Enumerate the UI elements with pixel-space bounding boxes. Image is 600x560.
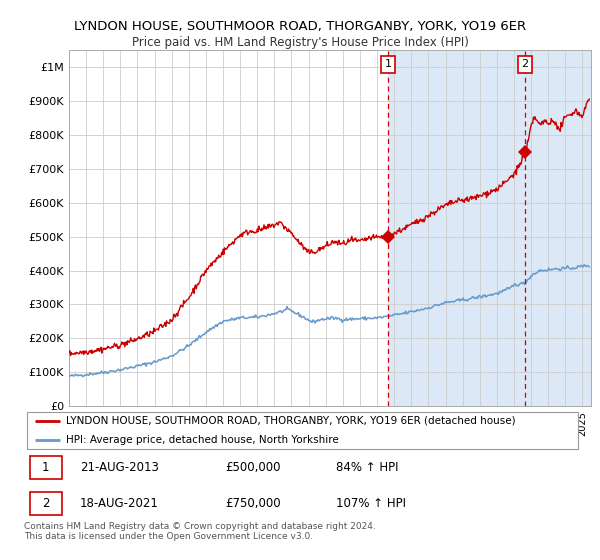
Bar [388,50,591,406]
Text: HPI: Average price, detached house, North Yorkshire: HPI: Average price, detached house, Nort… [66,435,338,445]
Text: 1: 1 [385,59,392,69]
Text: 2: 2 [521,59,529,69]
FancyBboxPatch shape [29,456,62,479]
Text: 18-AUG-2021: 18-AUG-2021 [80,497,158,510]
Text: Price paid vs. HM Land Registry's House Price Index (HPI): Price paid vs. HM Land Registry's House … [131,36,469,49]
Text: Contains HM Land Registry data © Crown copyright and database right 2024.
This d: Contains HM Land Registry data © Crown c… [24,522,376,542]
Text: LYNDON HOUSE, SOUTHMOOR ROAD, THORGANBY, YORK, YO19 6ER (detached house): LYNDON HOUSE, SOUTHMOOR ROAD, THORGANBY,… [66,416,515,426]
Text: 1: 1 [42,461,50,474]
FancyBboxPatch shape [29,492,62,515]
FancyBboxPatch shape [27,412,578,449]
Text: £750,000: £750,000 [225,497,281,510]
Text: 107% ↑ HPI: 107% ↑ HPI [337,497,406,510]
Text: LYNDON HOUSE, SOUTHMOOR ROAD, THORGANBY, YORK, YO19 6ER: LYNDON HOUSE, SOUTHMOOR ROAD, THORGANBY,… [74,20,526,32]
Text: £500,000: £500,000 [225,461,280,474]
Text: 84% ↑ HPI: 84% ↑ HPI [337,461,399,474]
Text: 2: 2 [42,497,50,510]
Text: 21-AUG-2013: 21-AUG-2013 [80,461,158,474]
